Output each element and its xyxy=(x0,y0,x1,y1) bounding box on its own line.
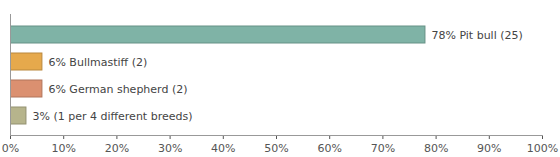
svg-text:10%: 10% xyxy=(51,142,75,155)
svg-text:20%: 20% xyxy=(105,142,129,155)
svg-text:78% Pit bull (25): 78% Pit bull (25) xyxy=(431,29,522,42)
svg-text:70%: 70% xyxy=(371,142,395,155)
svg-text:60%: 60% xyxy=(317,142,341,155)
svg-text:90%: 90% xyxy=(477,142,501,155)
svg-text:3% (1 per 4 different breeds): 3% (1 per 4 different breeds) xyxy=(32,110,192,123)
svg-text:100%: 100% xyxy=(527,142,558,155)
svg-text:0%: 0% xyxy=(2,142,19,155)
svg-text:6% Bullmastiff (2): 6% Bullmastiff (2) xyxy=(48,56,147,69)
svg-text:40%: 40% xyxy=(211,142,235,155)
svg-text:80%: 80% xyxy=(424,142,448,155)
svg-text:6% German shepherd (2): 6% German shepherd (2) xyxy=(48,83,187,96)
svg-text:30%: 30% xyxy=(158,142,182,155)
svg-text:50%: 50% xyxy=(264,142,288,155)
